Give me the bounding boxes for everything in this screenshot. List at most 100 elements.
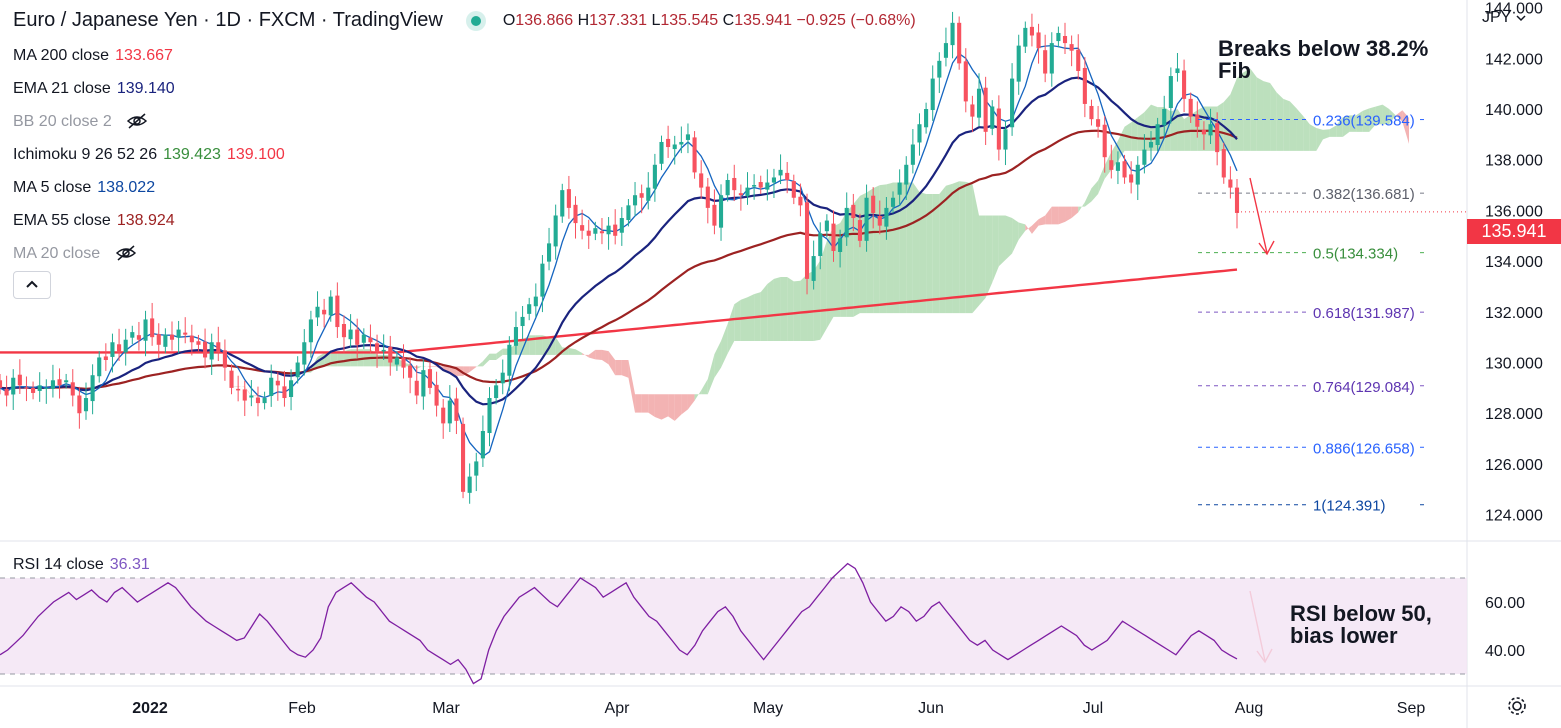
candle xyxy=(97,351,102,383)
collapse-legend-button[interactable] xyxy=(13,271,51,299)
candle xyxy=(1016,34,1021,95)
cloud-segment xyxy=(1263,81,1271,151)
candle-body xyxy=(606,225,611,235)
candle-body xyxy=(50,380,55,389)
settings-gear-icon[interactable] xyxy=(1506,695,1528,717)
candle-body xyxy=(255,397,261,404)
candle xyxy=(685,123,691,154)
eye-hidden-icon[interactable] xyxy=(115,245,137,261)
candle-body xyxy=(236,388,241,391)
fib-level-label: 0.618(131.987) xyxy=(1313,305,1415,322)
cloud-segment xyxy=(595,349,602,360)
candle-body xyxy=(123,339,128,353)
candle xyxy=(255,386,261,417)
ema21-line xyxy=(0,76,1238,406)
chevron-up-icon xyxy=(26,280,38,288)
cloud-segment xyxy=(1329,125,1337,137)
market-status-dot xyxy=(470,15,481,26)
candle xyxy=(136,321,141,351)
legend-bb20[interactable]: BB 20 close 2 xyxy=(13,113,148,131)
rsi-legend[interactable]: RSI 14 close 36.31 xyxy=(13,556,150,573)
cloud-segment xyxy=(496,348,503,360)
legend-ema21[interactable]: EMA 21 close 139.140 xyxy=(13,80,175,97)
currency-selector[interactable]: JPY xyxy=(1482,9,1526,27)
candle xyxy=(1003,120,1008,166)
candle-body xyxy=(480,430,485,459)
cloud-segment xyxy=(727,304,735,354)
candle xyxy=(758,175,763,194)
candle-body xyxy=(758,182,763,188)
fib-level-label: 0.764(129.084) xyxy=(1313,379,1415,396)
cloud-segment xyxy=(661,394,669,420)
candle-body xyxy=(983,87,988,132)
cloud-segment xyxy=(522,335,530,355)
candle-body xyxy=(90,375,95,402)
candle xyxy=(242,380,247,417)
cloud-segment xyxy=(787,276,794,341)
candle-body xyxy=(851,204,856,219)
fib-level-label: 0.236(139.584) xyxy=(1313,113,1415,130)
candle-body xyxy=(838,238,843,252)
cloud-segment xyxy=(1289,101,1297,151)
candle-body xyxy=(533,296,538,307)
candle xyxy=(672,135,677,165)
candle-body xyxy=(712,204,717,226)
cloud-segment xyxy=(1237,72,1244,151)
candle xyxy=(1142,134,1147,174)
candle-body xyxy=(17,374,22,386)
candle-body xyxy=(341,324,347,338)
cloud-segment xyxy=(476,361,483,367)
legend-ema55[interactable]: EMA 55 close 138.924 xyxy=(13,212,175,229)
cloud-segment xyxy=(1137,112,1145,151)
candle xyxy=(1029,13,1034,47)
candle-body xyxy=(83,398,89,412)
candle xyxy=(368,324,373,354)
price-down-arrow xyxy=(1249,177,1268,254)
legend-ma5[interactable]: MA 5 close 138.022 xyxy=(13,179,156,196)
symbol-header[interactable]: Euro / Japanese Yen · 1D · FXCM · Tradin… xyxy=(13,9,916,32)
candle-body xyxy=(599,231,605,234)
candle xyxy=(487,387,492,447)
candle-body xyxy=(666,138,671,148)
cloud-segment xyxy=(1303,115,1310,151)
legend-ma200[interactable]: MA 200 close 133.667 xyxy=(13,47,173,64)
cloud-segment xyxy=(879,184,887,314)
candle xyxy=(970,95,975,133)
fibonacci-retracement: 0.236(139.584) 0.382(136.681) 0.5(134.334)… xyxy=(1198,113,1467,515)
candle-body xyxy=(540,263,545,297)
cloud-segment xyxy=(1356,110,1363,132)
price-tick-label: 136.000 xyxy=(1485,203,1543,220)
legend-ma20[interactable]: MA 20 close xyxy=(13,245,137,263)
candle-body xyxy=(1215,123,1220,153)
candle xyxy=(236,375,241,402)
candle-body xyxy=(335,295,340,328)
candle xyxy=(566,175,571,219)
legend-ichimoku[interactable]: Ichimoku 9 26 52 26 139.423 139.100 xyxy=(13,146,285,163)
ema55-line xyxy=(0,129,1238,390)
candle xyxy=(1221,142,1226,184)
candle-body xyxy=(824,220,829,232)
candle-body xyxy=(447,400,452,424)
cloud-segment xyxy=(1018,222,1026,240)
cloud-segment xyxy=(707,354,715,395)
candle-body xyxy=(361,334,366,343)
candle-body xyxy=(183,332,188,335)
candle-body xyxy=(1082,67,1087,104)
cloud-segment xyxy=(767,278,774,341)
candle-body xyxy=(421,370,426,397)
candle xyxy=(705,177,710,224)
candle xyxy=(778,154,783,185)
candle xyxy=(639,184,644,214)
symbol-title[interactable]: Euro / Japanese Yen · 1D · FXCM · Tradin… xyxy=(13,9,443,31)
cloud-segment xyxy=(1382,104,1390,125)
candle xyxy=(401,344,406,379)
candle-body xyxy=(70,382,75,396)
cloud-segment xyxy=(687,394,695,410)
eye-hidden-icon[interactable] xyxy=(126,113,148,129)
candle-body xyxy=(1162,109,1167,126)
candle xyxy=(738,184,743,211)
candle xyxy=(467,463,472,504)
candle xyxy=(798,183,803,217)
candle-body xyxy=(732,177,737,191)
